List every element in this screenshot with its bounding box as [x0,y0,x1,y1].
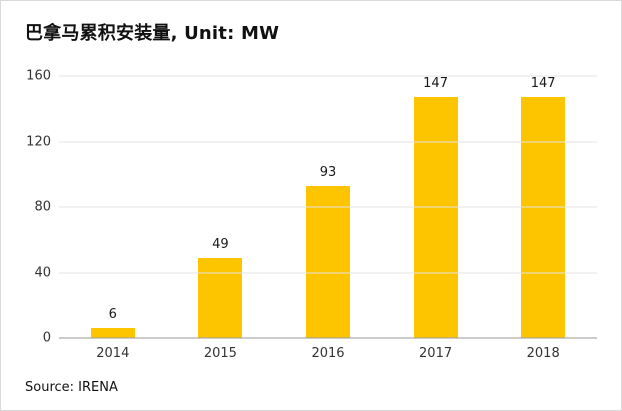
source-label: Source: IRENA [25,380,118,395]
x-tick-label: 2014 [96,346,130,361]
gridline [59,75,597,77]
x-tick-label: 2017 [419,346,453,361]
y-tick-label: 40 [34,265,51,280]
bar-2017 [413,97,458,338]
gridline [59,272,597,273]
bar-value-label: 49 [212,236,229,252]
bar-value-label: 6 [108,307,117,323]
plot-area: 6 49 93 147 147 0 40 80 120 160 [26,69,597,346]
y-tick-label: 160 [26,68,51,84]
x-tick-label: 2015 [203,346,237,361]
bar-column: 49 [167,76,275,338]
bar-column: 93 [274,76,382,338]
x-axis-line [59,337,597,339]
x-tick-label: 2016 [311,346,345,361]
bar-column: 6 [59,76,167,338]
bar-value-label: 147 [423,76,448,92]
x-axis-labels: 2014 2015 2016 2017 2018 [59,346,597,361]
bar-value-label: 93 [319,164,337,180]
bar-2016 [305,185,350,338]
bar-column: 147 [489,76,597,338]
x-tick-label: 2018 [526,346,560,361]
gridline [59,141,597,142]
bars-container: 6 49 93 147 147 [59,76,597,338]
y-tick-label: 120 [26,134,51,149]
y-tick-label: 80 [34,199,51,215]
bar-2014 [90,328,135,338]
chart-title: 巴拿马累积安装量, Unit: MW [25,23,280,44]
bar-2015 [198,257,243,338]
bar-column: 147 [382,76,490,338]
bar-value-label: 147 [530,76,556,92]
gridline [59,206,597,208]
bar-2018 [521,97,566,338]
y-tick-label: 0 [42,330,51,346]
